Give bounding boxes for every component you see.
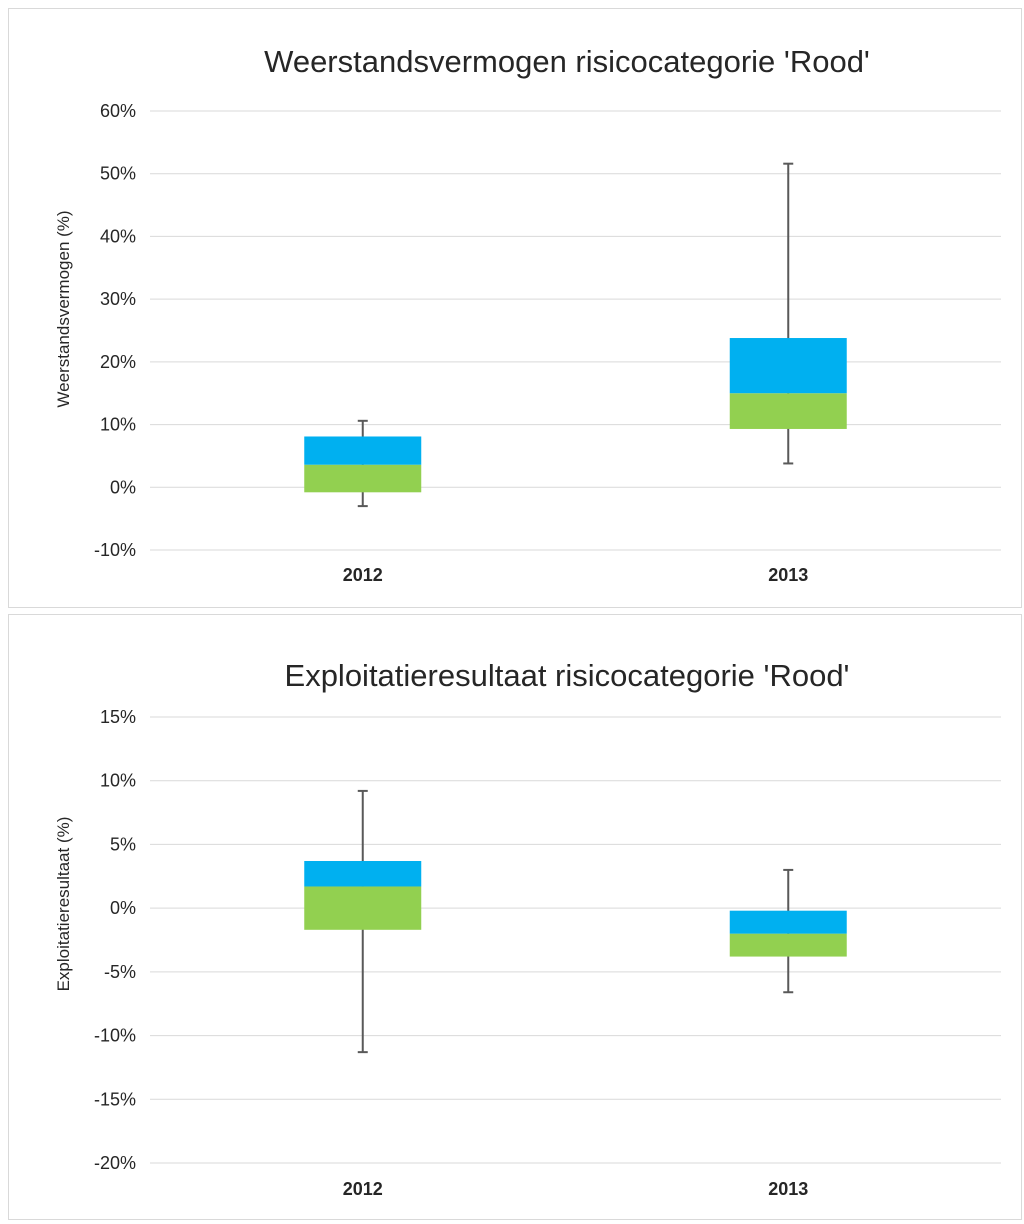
- y-tick-label: 50%: [100, 164, 136, 184]
- y-tick-label: 40%: [100, 226, 136, 246]
- box-lower-segment: [304, 886, 422, 930]
- y-tick-label: -20%: [94, 1153, 136, 1173]
- y-tick-label: 60%: [100, 101, 136, 121]
- y-tick-label: -10%: [94, 1026, 136, 1046]
- x-category-label: 2012: [343, 1179, 383, 1199]
- y-axis-label: Weerstandsvermogen (%): [54, 210, 73, 407]
- chart-title: Weerstandsvermogen risicocategorie 'Rood…: [264, 44, 870, 79]
- gridlines: [150, 716, 1001, 1164]
- box-2013: [729, 162, 847, 465]
- chart-weerstandsvermogen: Weerstandsvermogen risicocategorie 'Rood…: [54, 44, 1001, 585]
- y-axis-label: Exploitatieresultaat (%): [54, 817, 73, 992]
- box-2012: [304, 789, 422, 1054]
- box-lower-segment: [304, 464, 422, 493]
- y-tick-label: 10%: [100, 415, 136, 435]
- chart-panel-weerstandsvermogen: Weerstandsvermogen risicocategorie 'Rood…: [8, 8, 1022, 608]
- chart-title: Exploitatieresultaat risicocategorie 'Ro…: [285, 658, 850, 693]
- x-category-label: 2012: [343, 565, 383, 585]
- y-tick-label: 0%: [110, 477, 136, 497]
- y-tick-label: -15%: [94, 1089, 136, 1109]
- y-tick-label: 20%: [100, 352, 136, 372]
- box-lower-segment: [729, 393, 847, 429]
- gridlines: [150, 110, 1001, 551]
- y-axis-ticks: -10% 0% 10% 20% 30% 40% 50% 60%: [94, 101, 136, 560]
- y-tick-label: 5%: [110, 834, 136, 854]
- box-upper-segment: [304, 860, 422, 887]
- box-2013: [729, 868, 847, 994]
- box-2012: [304, 419, 422, 508]
- x-axis-categories: 2012 2013: [343, 565, 809, 585]
- y-tick-label: 15%: [100, 707, 136, 727]
- y-axis-ticks: -20% -15% -10% -5% 0% 5% 10% 15%: [94, 707, 136, 1173]
- y-tick-label: 0%: [110, 898, 136, 918]
- y-tick-label: 10%: [100, 771, 136, 791]
- y-tick-label: -5%: [104, 962, 136, 982]
- y-tick-label: 30%: [100, 289, 136, 309]
- box-upper-segment: [729, 338, 847, 394]
- box-upper-segment: [304, 436, 422, 465]
- box-upper-segment: [729, 910, 847, 934]
- y-tick-label: -10%: [94, 540, 136, 560]
- x-category-label: 2013: [768, 1179, 808, 1199]
- x-category-label: 2013: [768, 565, 808, 585]
- chart-exploitatieresultaat: Exploitatieresultaat risicocategorie 'Ro…: [54, 658, 1001, 1199]
- x-axis-categories: 2012 2013: [343, 1179, 809, 1199]
- box-lower-segment: [729, 933, 847, 957]
- chart-panel-exploitatieresultaat: Exploitatieresultaat risicocategorie 'Ro…: [8, 614, 1022, 1220]
